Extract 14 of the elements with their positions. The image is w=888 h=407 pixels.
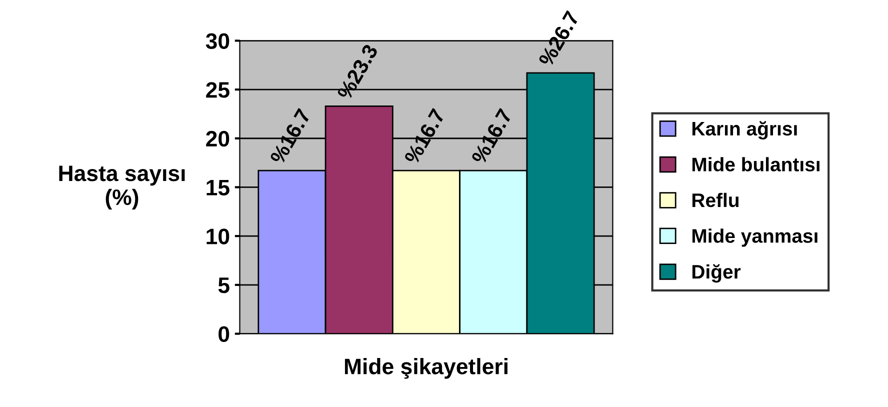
y-tick-label: 10 <box>206 228 230 244</box>
y-tick-label: 30 <box>206 33 230 49</box>
legend-label: Reflu <box>692 192 738 208</box>
y-tick-label: 25 <box>206 82 230 98</box>
y-tick-label: 0 <box>218 326 230 342</box>
y-axis-title: Hasta sayısı (%) <box>59 166 185 210</box>
y-tick-label: 20 <box>206 130 230 147</box>
y-tick-label: 15 <box>206 180 230 196</box>
x-axis-title: Mide şikayetleri <box>344 358 508 379</box>
legend-label: Mide yanması <box>692 228 818 247</box>
legend-label: Karın ağrısı <box>692 121 797 140</box>
y-tick-label: 5 <box>218 278 230 294</box>
legend-label: Diğer <box>692 264 741 283</box>
legend-label: Mide bulantısı <box>692 157 820 172</box>
